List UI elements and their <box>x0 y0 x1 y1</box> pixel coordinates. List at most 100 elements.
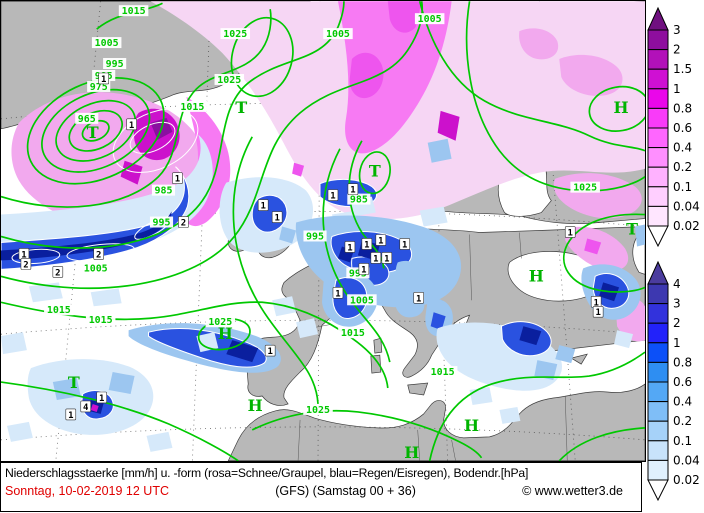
isobar-label-bg <box>177 100 208 112</box>
pressure-center-H: H <box>404 443 419 461</box>
pressure-center-T: T <box>87 123 99 142</box>
pressure-center-T: T <box>235 98 247 117</box>
isobar-label-bg <box>570 181 600 193</box>
rain-scale-tick-label: 0.6 <box>673 375 692 389</box>
isobar-label: 1015 <box>180 102 204 113</box>
snow-scale-tick-label: 0.2 <box>673 160 692 174</box>
isobar-label-bg <box>149 216 174 228</box>
rain-scale-box <box>647 342 669 363</box>
precip-label: 1 <box>267 347 272 357</box>
rain-scale-box <box>647 361 669 383</box>
isobar-label: 985 <box>350 195 368 206</box>
isobar-label: 1025 <box>223 29 247 40</box>
rain-scale-tick-label: 0.4 <box>673 395 692 409</box>
snow-scale-tick-label: 1.5 <box>673 62 692 76</box>
rain-scale-tick-label: 2 <box>673 316 681 330</box>
isobar-label-bg <box>75 112 99 124</box>
rain-scale-box <box>647 440 669 461</box>
precip-label-bg <box>370 252 382 264</box>
rain-scale-tick-label: 4 <box>673 277 681 291</box>
precip-label: 2 <box>55 268 60 278</box>
rain-scale-arrow-top <box>647 260 669 285</box>
snow-scale-tick-label: 3 <box>673 23 681 37</box>
isobar-label-bg <box>80 262 111 274</box>
precip-label-bg <box>93 248 104 260</box>
precip-label: 1 <box>350 186 355 196</box>
rain-scale-arrow-bottom <box>647 479 669 502</box>
precip-label-bg <box>375 234 387 246</box>
precip-label: 1 <box>175 175 180 185</box>
isobar-label: 995 <box>153 218 171 229</box>
pressure-center-T: T <box>369 162 381 181</box>
rain-scale: 4 3 2 1 0.8 0.6 0.4 0.2 0.1 0.04 0.02 <box>647 260 700 502</box>
isobar-label-bg <box>151 184 176 196</box>
snow-scale-box <box>647 127 669 149</box>
isobar-label-bg <box>44 304 74 316</box>
precip-label-bg <box>347 183 359 195</box>
rain-scale-box <box>647 283 669 305</box>
snow-scale: 3 2 1.5 1 0.8 0.6 0.4 0.2 0.1 0.04 0.02 <box>647 6 700 248</box>
isobar-label-bg <box>427 366 458 378</box>
pressure-center-T: T <box>68 373 80 392</box>
precip-label: 1 <box>402 240 407 250</box>
isobar-label: 1005 <box>326 29 350 40</box>
precip-label-bg <box>592 305 604 318</box>
isobar-label-bg <box>347 193 371 205</box>
pressure-center-H: H <box>614 98 629 117</box>
isobar-label: 995 <box>106 59 124 70</box>
precip-label-bg <box>96 391 107 404</box>
pressure-center-H: H <box>218 324 233 343</box>
isobar-label-bg <box>205 316 236 328</box>
isobar-label-bg <box>103 58 127 70</box>
precip-label: 1 <box>21 250 26 260</box>
isobar-label-bg <box>338 327 368 339</box>
snow-scale-tick-label: 2 <box>673 43 681 57</box>
isobar-label: 1005 <box>418 14 442 25</box>
isobar-label: 1015 <box>47 305 71 316</box>
model-info: (GFS) (Samstag 00 + 36) <box>275 484 416 498</box>
precip-label-bg <box>332 287 344 299</box>
caption-title: Niederschlagsstaerke [mm/h] u. -form (ro… <box>5 466 529 480</box>
precip-label: 1 <box>260 202 265 212</box>
rain-scale-box <box>647 420 669 442</box>
precip-label: 1 <box>361 265 366 275</box>
precip-label-bg <box>20 258 32 270</box>
rain-scale-box <box>647 401 669 422</box>
snow-scale-box <box>647 147 669 168</box>
precip-label-bg <box>126 118 137 131</box>
precip-label-bg <box>361 238 373 250</box>
snow-scale-box <box>647 29 669 51</box>
precip-label: 1 <box>99 394 104 404</box>
isobar-label: 1025 <box>208 317 232 328</box>
pressure-center-H: H <box>248 396 263 415</box>
rain-scale-tick-label: 0.2 <box>673 414 692 428</box>
precip-label: 1 <box>373 254 378 264</box>
precip-label-bg <box>65 408 77 421</box>
rain-scale-tick-label: 0.8 <box>673 355 692 369</box>
caption-box: Niederschlagsstaerke [mm/h] u. -form (ro… <box>0 462 642 512</box>
precip-label: 1 <box>364 240 369 250</box>
isobar-label: 965 <box>78 114 96 125</box>
precip-label: 1 <box>335 289 340 299</box>
isobar-label: 1025 <box>217 75 241 86</box>
snow-scale-box <box>647 68 669 90</box>
precip-label-bg <box>381 252 393 264</box>
precip-label: 1 <box>68 411 73 421</box>
snow-scale-box <box>647 186 669 207</box>
precip-label-bg <box>399 238 411 250</box>
precip-label: 1 <box>384 254 389 264</box>
isobar-label: 1015 <box>122 6 146 17</box>
credit-link[interactable]: © www.wetter3.de <box>522 484 623 498</box>
precip-label: 1 <box>593 298 598 308</box>
isobar-label: 1005 <box>95 38 119 49</box>
snow-scale-box <box>647 88 669 109</box>
pressure-center-H: H <box>464 416 479 435</box>
isobar-label-bg <box>214 73 245 85</box>
precip-label-bg <box>80 400 92 413</box>
precip-label: 1 <box>568 228 573 238</box>
rain-scale-tick-label: 0.1 <box>673 434 692 448</box>
isobar-label-bg <box>347 294 377 306</box>
isobar-label-bg <box>346 267 370 279</box>
isobar-label-bg <box>87 80 111 92</box>
